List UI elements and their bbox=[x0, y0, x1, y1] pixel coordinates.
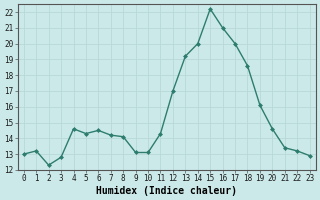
X-axis label: Humidex (Indice chaleur): Humidex (Indice chaleur) bbox=[96, 186, 237, 196]
